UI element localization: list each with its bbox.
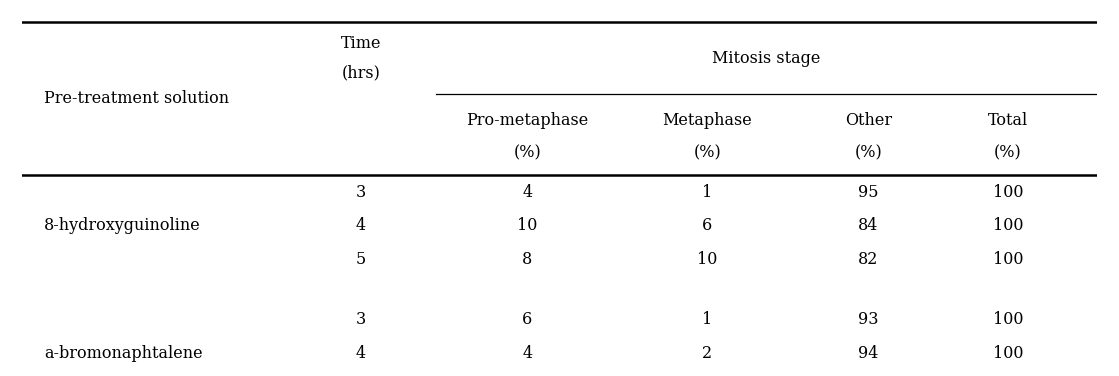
Text: 1: 1: [702, 311, 713, 328]
Text: 8: 8: [523, 251, 533, 268]
Text: 3: 3: [356, 311, 366, 328]
Text: 1: 1: [702, 183, 713, 201]
Text: Total: Total: [988, 112, 1028, 129]
Text: Pro-metaphase: Pro-metaphase: [467, 112, 589, 129]
Text: 2: 2: [702, 345, 713, 362]
Text: Pre-treatment solution: Pre-treatment solution: [44, 90, 229, 107]
Text: 100: 100: [993, 217, 1023, 234]
Text: 84: 84: [858, 217, 878, 234]
Text: (%): (%): [855, 144, 882, 161]
Text: 10: 10: [697, 251, 717, 268]
Text: Time: Time: [340, 35, 380, 52]
Text: (hrs): (hrs): [341, 64, 380, 81]
Text: Metaphase: Metaphase: [662, 112, 752, 129]
Text: 4: 4: [356, 217, 366, 234]
Text: 8-hydroxyguinoline: 8-hydroxyguinoline: [44, 217, 200, 234]
Text: 10: 10: [517, 217, 537, 234]
Text: a-bromonaphtalene: a-bromonaphtalene: [44, 345, 203, 362]
Text: Mitosis stage: Mitosis stage: [712, 50, 820, 67]
Text: 100: 100: [993, 345, 1023, 362]
Text: 100: 100: [993, 311, 1023, 328]
Text: (%): (%): [994, 144, 1022, 161]
Text: 5: 5: [356, 251, 366, 268]
Text: 4: 4: [356, 345, 366, 362]
Text: Other: Other: [845, 112, 892, 129]
Text: (%): (%): [514, 144, 542, 161]
Text: 93: 93: [858, 311, 878, 328]
Text: 6: 6: [523, 311, 533, 328]
Text: 3: 3: [356, 183, 366, 201]
Text: 6: 6: [702, 217, 713, 234]
Text: 4: 4: [523, 183, 533, 201]
Text: 95: 95: [858, 183, 878, 201]
Text: 4: 4: [523, 345, 533, 362]
Text: 100: 100: [993, 183, 1023, 201]
Text: 94: 94: [858, 345, 878, 362]
Text: (%): (%): [694, 144, 721, 161]
Text: 100: 100: [993, 251, 1023, 268]
Text: 82: 82: [858, 251, 878, 268]
